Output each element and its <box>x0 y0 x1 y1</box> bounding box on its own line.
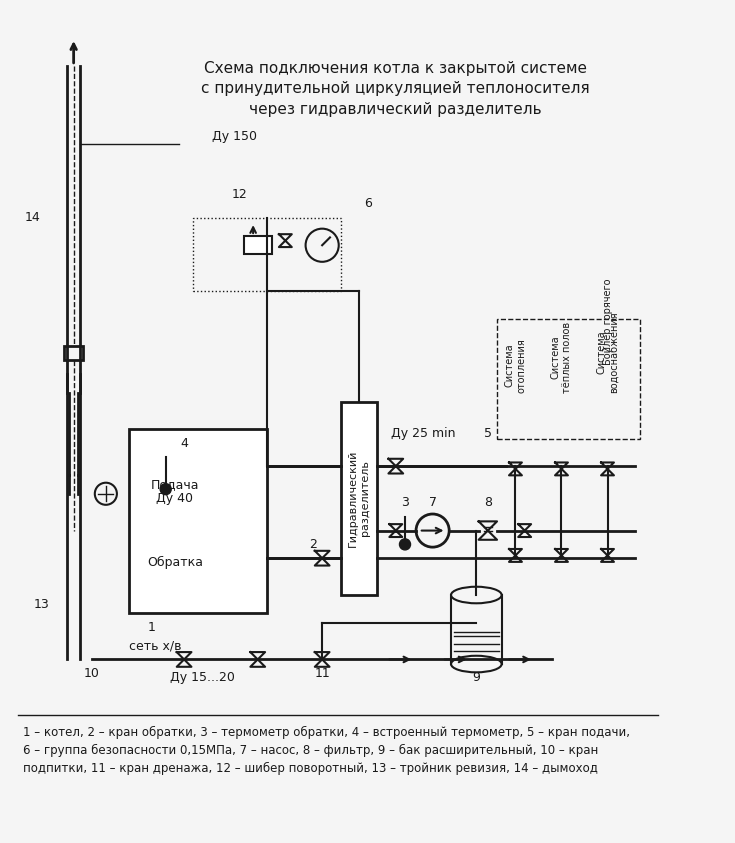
Text: через гидравлический разделитель: через гидравлический разделитель <box>249 102 542 116</box>
Text: Ду 15...20: Ду 15...20 <box>170 671 235 685</box>
Text: 7: 7 <box>429 497 437 509</box>
Bar <box>340 402 377 595</box>
Circle shape <box>160 484 171 495</box>
Text: с принудительной циркуляцией теплоносителя: с принудительной циркуляцией теплоносите… <box>201 82 590 96</box>
Text: Ду 150: Ду 150 <box>212 130 257 143</box>
Text: 1 – котел, 2 – кран обратки, 3 – термометр обратки, 4 – встроенный термометр, 5 : 1 – котел, 2 – кран обратки, 3 – термоме… <box>23 726 630 775</box>
Text: Система
тёплых полов: Система тёплых полов <box>551 321 573 393</box>
Text: 10: 10 <box>84 667 100 679</box>
Bar <box>129 429 267 614</box>
Text: 8: 8 <box>484 497 492 509</box>
Text: Система
водоснабжения: Система водоснабжения <box>597 311 618 393</box>
Text: Система
отопления: Система отопления <box>505 338 526 393</box>
Text: 2: 2 <box>309 538 317 550</box>
Text: Подача: Подача <box>151 478 199 491</box>
Circle shape <box>400 539 411 550</box>
Text: 3: 3 <box>401 497 409 509</box>
Text: 6: 6 <box>365 197 372 210</box>
Text: Ду 25 min: Ду 25 min <box>391 427 456 440</box>
Text: Обратка: Обратка <box>147 556 203 569</box>
Text: Бойлер горячего: Бойлер горячего <box>603 278 612 365</box>
Text: сеть х/в: сеть х/в <box>129 639 182 652</box>
Text: Ду 40: Ду 40 <box>157 491 193 505</box>
Text: 12: 12 <box>232 188 247 201</box>
Bar <box>65 346 83 360</box>
Bar <box>244 236 271 255</box>
Text: 5: 5 <box>484 427 492 440</box>
Text: Гидравлический
разделитель: Гидравлический разделитель <box>348 449 370 547</box>
Text: 14: 14 <box>24 211 40 224</box>
Text: 9: 9 <box>473 671 480 685</box>
Bar <box>497 319 639 438</box>
Text: Схема подключения котла к закрытой системе: Схема подключения котла к закрытой систе… <box>204 62 587 76</box>
Text: 11: 11 <box>315 667 330 679</box>
Text: 1: 1 <box>148 620 156 634</box>
Text: 4: 4 <box>180 437 188 449</box>
Bar <box>193 217 340 291</box>
Text: 13: 13 <box>34 598 49 610</box>
